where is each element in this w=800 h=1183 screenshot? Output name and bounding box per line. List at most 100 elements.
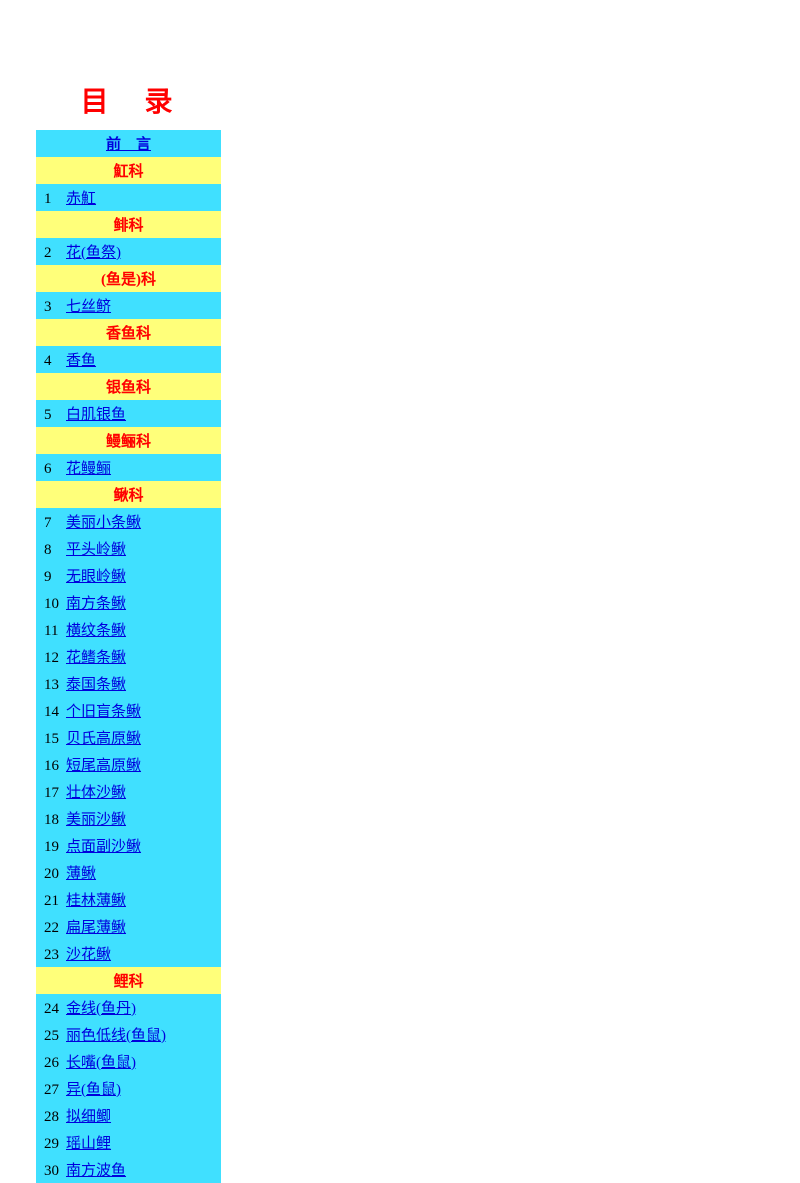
- entry-number: 8: [44, 542, 62, 559]
- entry-number: 24: [44, 1001, 62, 1018]
- entry-link[interactable]: 美丽小条鳅: [66, 511, 141, 532]
- entry-number: 5: [44, 407, 62, 424]
- entry-row: 2花(鱼祭): [36, 238, 221, 265]
- entry-row: 28拟细鲫: [36, 1102, 221, 1129]
- entry-link[interactable]: 泰国条鳅: [66, 673, 126, 694]
- entry-link[interactable]: 赤魟: [66, 187, 96, 208]
- entry-link[interactable]: 无眼岭鳅: [66, 565, 126, 586]
- entry-number: 15: [44, 731, 62, 748]
- entry-link[interactable]: 花鳗鲡: [66, 457, 111, 478]
- toc-title: 目 录: [36, 80, 221, 120]
- entry-row: 21桂林薄鳅: [36, 886, 221, 913]
- section-header: 鳅科: [36, 481, 221, 508]
- section-header: (鱼是)科: [36, 265, 221, 292]
- entry-number: 25: [44, 1028, 62, 1045]
- entry-link[interactable]: 个旧盲条鳅: [66, 700, 141, 721]
- entry-number: 26: [44, 1055, 62, 1072]
- entry-number: 30: [44, 1163, 62, 1180]
- entry-link[interactable]: 香鱼: [66, 349, 96, 370]
- entry-row: 10南方条鳅: [36, 589, 221, 616]
- entry-row: 1赤魟: [36, 184, 221, 211]
- entry-number: 2: [44, 245, 62, 262]
- entry-row: 29瑶山鲤: [36, 1129, 221, 1156]
- entry-row: 16短尾高原鳅: [36, 751, 221, 778]
- entry-number: 27: [44, 1082, 62, 1099]
- entry-number: 14: [44, 704, 62, 721]
- entry-link[interactable]: 七丝鲚: [66, 295, 111, 316]
- entry-link[interactable]: 美丽沙鳅: [66, 808, 126, 829]
- entry-number: 4: [44, 353, 62, 370]
- entry-row: 3七丝鲚: [36, 292, 221, 319]
- entry-row: 14个旧盲条鳅: [36, 697, 221, 724]
- entry-number: 3: [44, 299, 62, 316]
- entry-link[interactable]: 壮体沙鳅: [66, 781, 126, 802]
- entry-number: 28: [44, 1109, 62, 1126]
- entry-row: 19点面副沙鳅: [36, 832, 221, 859]
- toc-container: 目 录 前 言 魟科1赤魟鲱科2花(鱼祭)(鱼是)科3七丝鲚香鱼科4香鱼银鱼科5…: [36, 80, 221, 1183]
- entry-number: 16: [44, 758, 62, 775]
- entry-number: 1: [44, 191, 62, 208]
- entry-link[interactable]: 沙花鳅: [66, 943, 111, 964]
- entry-row: 27异(鱼鼠): [36, 1075, 221, 1102]
- entry-number: 20: [44, 866, 62, 883]
- entry-row: 7美丽小条鳅: [36, 508, 221, 535]
- entry-link[interactable]: 金线(鱼丹): [66, 997, 136, 1018]
- entry-row: 12花鳍条鳅: [36, 643, 221, 670]
- entry-number: 22: [44, 920, 62, 937]
- entry-number: 17: [44, 785, 62, 802]
- entry-link[interactable]: 白肌银鱼: [66, 403, 126, 424]
- preface-row: 前 言: [36, 130, 221, 157]
- entry-row: 5白肌银鱼: [36, 400, 221, 427]
- entry-row: 17壮体沙鳅: [36, 778, 221, 805]
- entry-link[interactable]: 长嘴(鱼鼠): [66, 1051, 136, 1072]
- section-header: 魟科: [36, 157, 221, 184]
- entry-row: 11横纹条鳅: [36, 616, 221, 643]
- entry-link[interactable]: 南方条鳅: [66, 592, 126, 613]
- entry-link[interactable]: 平头岭鳅: [66, 538, 126, 559]
- entry-row: 25丽色低线(鱼鼠): [36, 1021, 221, 1048]
- section-header: 鲱科: [36, 211, 221, 238]
- entry-number: 11: [44, 623, 62, 640]
- entry-number: 10: [44, 596, 62, 613]
- entry-row: 26长嘴(鱼鼠): [36, 1048, 221, 1075]
- preface-link[interactable]: 前 言: [106, 137, 151, 153]
- entry-link[interactable]: 花鳍条鳅: [66, 646, 126, 667]
- entry-link[interactable]: 异(鱼鼠): [66, 1078, 121, 1099]
- entry-link[interactable]: 横纹条鳅: [66, 619, 126, 640]
- entry-row: 13泰国条鳅: [36, 670, 221, 697]
- entry-number: 12: [44, 650, 62, 667]
- entry-link[interactable]: 拟细鲫: [66, 1105, 111, 1126]
- entry-link[interactable]: 桂林薄鳅: [66, 889, 126, 910]
- entry-row: 4香鱼: [36, 346, 221, 373]
- entry-link[interactable]: 花(鱼祭): [66, 241, 121, 262]
- entry-link[interactable]: 薄鳅: [66, 862, 96, 883]
- entry-row: 20薄鳅: [36, 859, 221, 886]
- entry-row: 6花鳗鲡: [36, 454, 221, 481]
- entry-row: 9无眼岭鳅: [36, 562, 221, 589]
- entry-row: 8平头岭鳅: [36, 535, 221, 562]
- entry-row: 15贝氏高原鳅: [36, 724, 221, 751]
- section-header: 鲤科: [36, 967, 221, 994]
- entry-number: 23: [44, 947, 62, 964]
- entry-link[interactable]: 短尾高原鳅: [66, 754, 141, 775]
- section-header: 银鱼科: [36, 373, 221, 400]
- entry-link[interactable]: 丽色低线(鱼鼠): [66, 1024, 166, 1045]
- section-header: 香鱼科: [36, 319, 221, 346]
- entry-row: 23沙花鳅: [36, 940, 221, 967]
- entry-number: 29: [44, 1136, 62, 1153]
- entry-link[interactable]: 扁尾薄鳅: [66, 916, 126, 937]
- entry-number: 19: [44, 839, 62, 856]
- entry-link[interactable]: 点面副沙鳅: [66, 835, 141, 856]
- entry-row: 18美丽沙鳅: [36, 805, 221, 832]
- entry-number: 6: [44, 461, 62, 478]
- entry-number: 9: [44, 569, 62, 586]
- entry-row: 24金线(鱼丹): [36, 994, 221, 1021]
- entry-link[interactable]: 瑶山鲤: [66, 1132, 111, 1153]
- entry-number: 21: [44, 893, 62, 910]
- entry-link[interactable]: 南方波鱼: [66, 1159, 126, 1180]
- entry-number: 7: [44, 515, 62, 532]
- entry-row: 30南方波鱼: [36, 1156, 221, 1183]
- entry-number: 13: [44, 677, 62, 694]
- entry-link[interactable]: 贝氏高原鳅: [66, 727, 141, 748]
- entry-number: 18: [44, 812, 62, 829]
